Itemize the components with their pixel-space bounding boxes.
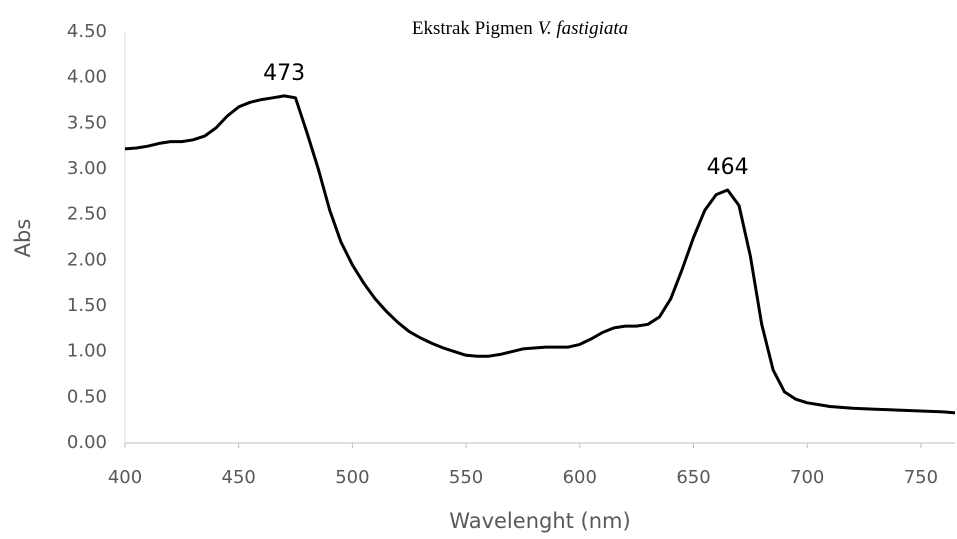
x-tick-label: 450 [222,467,256,488]
title-text: Ekstrak Pigmen [412,18,533,39]
y-axis-title: Abs [11,219,35,258]
y-tick-label: 1.00 [67,341,107,362]
data-line [124,94,956,415]
y-tick-label: 3.50 [67,112,107,133]
chart-title: Ekstrak Pigmen V. fastigiata [412,18,628,39]
title-italic: V. fastigiata [538,18,628,39]
x-tick-label: 650 [676,467,710,488]
x-tick-label: 750 [904,467,938,488]
y-tick-label: 3.00 [67,158,107,179]
x-tick-label: 400 [108,467,142,488]
x-tick-label: 700 [790,467,824,488]
annotation: 464 [707,155,749,180]
y-tick-label: 2.50 [67,204,107,225]
y-tick-label: 1.50 [67,295,107,316]
y-tick-label: 0.50 [67,386,107,407]
annotation: 473 [263,61,305,86]
y-tick-label: 2.00 [67,249,107,270]
x-tick-label: 550 [449,467,483,488]
y-tick-label: 4.50 [67,21,107,42]
x-axis-title: Wavelenght (nm) [449,509,630,533]
y-tick-label: 0.00 [67,432,107,453]
x-tick-label: 600 [563,467,597,488]
x-tick-label: 500 [335,467,369,488]
y-tick-label: 4.00 [67,67,107,88]
